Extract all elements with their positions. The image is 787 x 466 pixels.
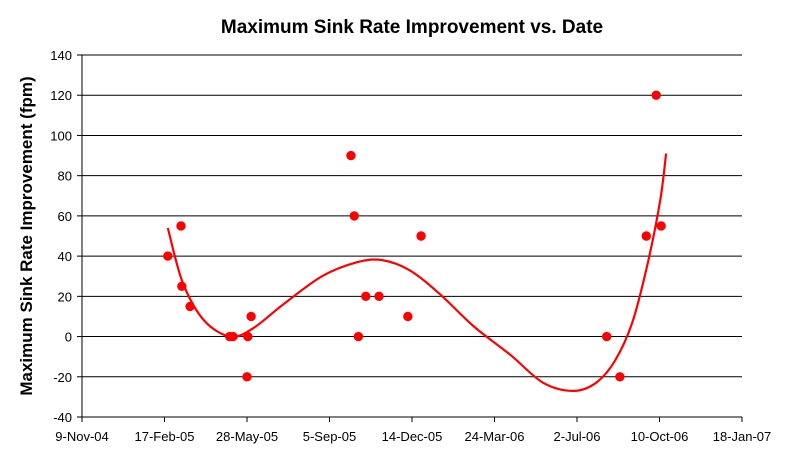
data-point bbox=[177, 281, 187, 291]
x-tick-label: 14-Dec-05 bbox=[382, 429, 443, 444]
y-tick-label: 80 bbox=[58, 169, 72, 184]
data-point bbox=[228, 331, 238, 342]
data-point bbox=[416, 231, 426, 241]
data-point bbox=[615, 372, 625, 382]
data-point bbox=[242, 372, 252, 382]
x-tick-label: 18-Jan-07 bbox=[713, 429, 772, 444]
x-tick-label: 5-Sep-05 bbox=[303, 429, 356, 444]
y-tick-labels: -40 -20 0 20 40 60 80 100 120 140 bbox=[50, 48, 72, 425]
data-point bbox=[651, 90, 661, 100]
y-tick-label: 140 bbox=[50, 48, 72, 63]
y-tick-label: 100 bbox=[50, 128, 72, 143]
data-point bbox=[176, 221, 186, 231]
data-point bbox=[602, 331, 612, 342]
data-point bbox=[243, 331, 253, 342]
y-tick-label: 0 bbox=[65, 330, 72, 345]
axes bbox=[77, 54, 743, 422]
data-point bbox=[641, 231, 651, 241]
data-point bbox=[349, 211, 359, 221]
y-tick-label: 60 bbox=[58, 209, 72, 224]
y-tick-label: 120 bbox=[50, 88, 72, 103]
x-tick-label: 10-Oct-06 bbox=[631, 429, 689, 444]
data-points bbox=[163, 90, 666, 382]
data-point bbox=[374, 291, 384, 302]
data-point bbox=[163, 251, 173, 261]
x-tick-label: 17-Feb-05 bbox=[135, 429, 195, 444]
y-tick-label: 20 bbox=[58, 289, 72, 304]
x-tick-label: 2-Jul-06 bbox=[554, 429, 601, 444]
trendline bbox=[166, 153, 668, 393]
trendline-layer bbox=[166, 153, 668, 393]
data-point bbox=[403, 311, 413, 322]
data-point bbox=[353, 331, 364, 342]
data-point bbox=[246, 311, 256, 322]
y-tick-label: 40 bbox=[58, 249, 72, 264]
y-tick-label: -40 bbox=[53, 410, 72, 425]
x-tick-labels: 9-Nov-04 17-Feb-05 28-May-05 5-Sep-05 14-Dec… bbox=[55, 429, 771, 444]
x-tick-label: 24-Mar-06 bbox=[465, 429, 525, 444]
data-point bbox=[361, 291, 371, 302]
gridlines bbox=[82, 54, 742, 378]
data-point bbox=[656, 221, 666, 231]
x-tick-label: 28-May-05 bbox=[216, 429, 278, 444]
x-tick-label: 9-Nov-04 bbox=[55, 429, 108, 444]
y-tick-label: -20 bbox=[53, 370, 72, 385]
data-point bbox=[346, 150, 356, 161]
data-point bbox=[185, 301, 195, 312]
chart-title: Maximum Sink Rate Improvement vs. Date bbox=[220, 17, 604, 38]
